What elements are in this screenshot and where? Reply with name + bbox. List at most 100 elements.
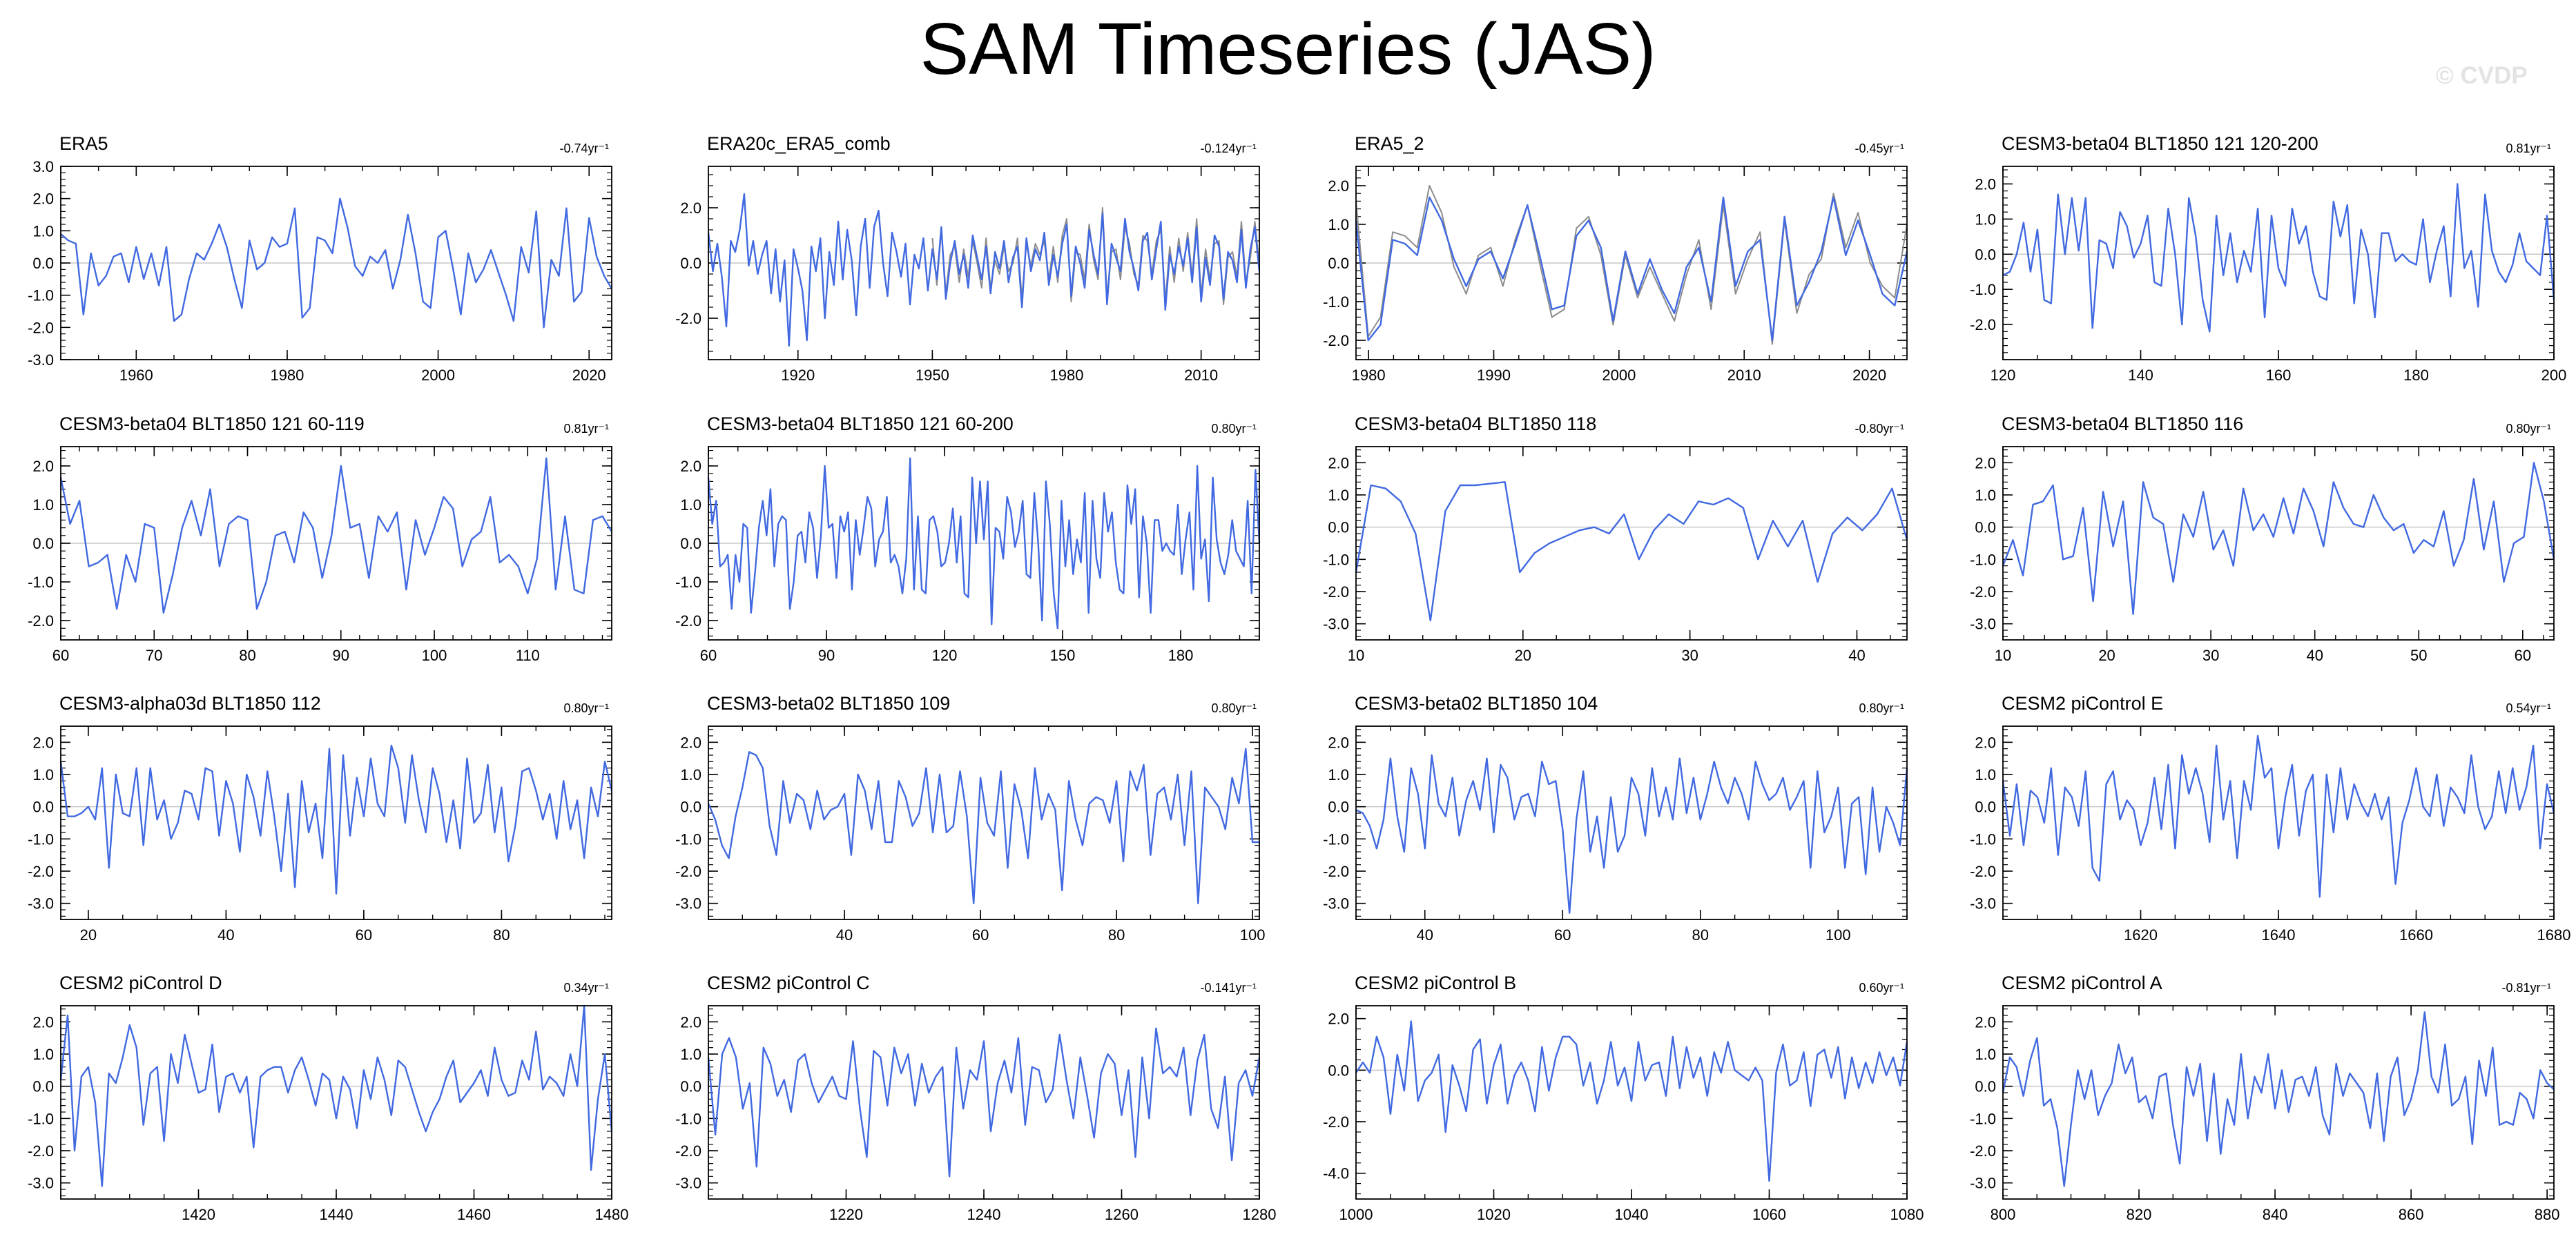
x-tick-label: 820 xyxy=(2127,1206,2152,1223)
y-tick-label: 1.0 xyxy=(680,1046,701,1063)
y-tick-label: 0.0 xyxy=(680,799,701,816)
panel-title: CESM2 piControl B xyxy=(1355,973,1516,993)
x-tick-label: 840 xyxy=(2263,1206,2288,1223)
panel-trend-label: -0.80yr⁻¹ xyxy=(1854,422,1904,436)
y-tick-label: -2.0 xyxy=(28,863,54,880)
x-tick-label: 40 xyxy=(836,926,853,944)
x-tick-label: 880 xyxy=(2535,1206,2560,1223)
timeseries-panel: ERA5 -0.74yr⁻¹ 1960 1980 2000 2020 3.0 2.0 1.0 0.… xyxy=(28,133,613,384)
panel-frame xyxy=(1355,166,1908,360)
model-series-line xyxy=(1355,481,1908,622)
y-tick-label: -1.0 xyxy=(1323,830,1349,848)
panel-trend-label: 0.80yr⁻¹ xyxy=(1211,701,1257,715)
timeseries-panel: CESM3-beta02 BLT1850 104 0.80yr⁻¹ 40 60 80 10… xyxy=(1323,693,1908,944)
y-tick-label: 0.0 xyxy=(32,1078,54,1095)
model-series-line xyxy=(707,457,1261,630)
model-series-line xyxy=(1355,196,1908,342)
panel-frame xyxy=(1355,446,1908,641)
y-tick-label: 3.0 xyxy=(32,158,54,175)
y-tick-label: 1.0 xyxy=(32,496,54,514)
y-tick-label: -3.0 xyxy=(1970,895,1996,913)
x-tick-label: 1980 xyxy=(1352,367,1386,384)
panel-title: ERA5_2 xyxy=(1355,133,1424,154)
panel-trend-label: 0.81yr⁻¹ xyxy=(2506,142,2551,155)
x-tick-label: 120 xyxy=(1991,367,2016,384)
y-tick-label: -1.0 xyxy=(1970,281,1996,298)
panel-trend-label: 0.60yr⁻¹ xyxy=(1859,981,1904,995)
x-tick-label: 60 xyxy=(52,647,69,664)
timeseries-panel: ERA5_2 -0.45yr⁻¹ 1980 1990 2000 2010 2020 2.0 1.… xyxy=(1323,133,1908,384)
cvdp-watermark: © CVDP xyxy=(2436,62,2528,89)
x-tick-label: 1220 xyxy=(829,1206,863,1223)
y-tick-label: -3.0 xyxy=(28,895,54,913)
x-tick-label: 70 xyxy=(146,647,162,664)
panel-title: CESM3-beta04 BLT1850 121 60-119 xyxy=(59,413,365,434)
x-tick-label: 2020 xyxy=(1852,367,1886,384)
model-series-line xyxy=(59,1004,613,1187)
panel-title: CESM3-beta04 BLT1850 121 120-200 xyxy=(2002,133,2318,154)
y-tick-label: -1.0 xyxy=(28,287,54,304)
y-tick-label: 2.0 xyxy=(32,458,54,475)
x-tick-label: 2020 xyxy=(572,367,606,384)
y-tick-label: -1.0 xyxy=(28,830,54,848)
x-tick-label: 40 xyxy=(1417,926,1433,944)
timeseries-panel: CESM2 piControl C -0.141yr⁻¹ 1220 1240 1260 1… xyxy=(675,973,1276,1223)
y-tick-label: -2.0 xyxy=(675,863,701,880)
x-tick-label: 120 xyxy=(932,647,958,664)
panel-frame xyxy=(2002,725,2555,920)
y-tick-label: -3.0 xyxy=(1970,1175,1996,1192)
panel-title: CESM3-beta04 BLT1850 118 xyxy=(1355,413,1596,434)
x-tick-label: 1260 xyxy=(1105,1206,1139,1223)
y-tick-label: 0.0 xyxy=(32,535,54,552)
panel-title: ERA20c_ERA5_comb xyxy=(707,133,891,154)
y-tick-label: -2.0 xyxy=(1970,1142,1996,1160)
panel-frame xyxy=(2002,166,2555,360)
obs-series-line xyxy=(1355,185,1908,345)
y-tick-label: -3.0 xyxy=(28,351,54,369)
x-tick-label: 1980 xyxy=(270,367,304,384)
timeseries-panel: ERA20c_ERA5_comb -0.124yr⁻¹ 1920 1950 1980 20… xyxy=(675,133,1261,384)
panel-trend-label: -0.124yr⁻¹ xyxy=(1200,142,1257,155)
timeseries-panel: CESM3-beta04 BLT1850 121 120-200 0.81yr⁻¹… xyxy=(1970,133,2566,384)
x-tick-label: 50 xyxy=(2410,647,2427,664)
x-tick-label: 20 xyxy=(2098,647,2115,664)
y-tick-label: -1.0 xyxy=(28,1110,54,1127)
timeseries-panel: CESM2 piControl B 0.60yr⁻¹ 1000 1020 1040 106… xyxy=(1323,973,1924,1223)
x-tick-label: 1980 xyxy=(1050,367,1084,384)
model-series-line xyxy=(59,457,613,614)
y-tick-label: -2.0 xyxy=(675,1142,701,1160)
y-tick-label: 0.0 xyxy=(1328,1062,1349,1079)
y-tick-label: -1.0 xyxy=(675,830,701,848)
x-tick-label: 90 xyxy=(333,647,349,664)
x-tick-label: 80 xyxy=(1692,926,1709,944)
y-tick-label: 1.0 xyxy=(1328,216,1349,233)
x-tick-label: 1020 xyxy=(1477,1206,1511,1223)
panel-trend-label: 0.81yr⁻¹ xyxy=(563,422,609,436)
x-tick-label: 1960 xyxy=(119,367,153,384)
y-tick-label: 2.0 xyxy=(680,1013,701,1031)
x-tick-label: 200 xyxy=(2541,367,2567,384)
model-series-line xyxy=(1355,1020,1908,1182)
panel-frame xyxy=(1355,725,1908,920)
x-tick-label: 100 xyxy=(422,647,447,664)
y-tick-label: 0.0 xyxy=(1975,246,1996,263)
panel-frame xyxy=(708,446,1260,641)
x-tick-label: 180 xyxy=(1168,647,1194,664)
panel-frame xyxy=(60,446,612,641)
x-tick-label: 1990 xyxy=(1477,367,1511,384)
y-tick-label: 1.0 xyxy=(680,496,701,514)
x-tick-label: 10 xyxy=(1995,647,2011,664)
timeseries-panel: CESM3-beta04 BLT1850 116 0.80yr⁻¹ 10 20 30 40… xyxy=(1970,413,2555,664)
y-tick-label: -1.0 xyxy=(1970,551,1996,568)
y-tick-label: 0.0 xyxy=(1328,799,1349,816)
timeseries-panel: CESM2 piControl D 0.34yr⁻¹ 1420 1440 1460 148… xyxy=(28,973,628,1223)
y-tick-label: 1.0 xyxy=(1975,766,1996,783)
y-tick-label: -2.0 xyxy=(28,319,54,336)
x-tick-label: 20 xyxy=(80,926,97,944)
model-series-line xyxy=(1355,754,1908,914)
panel-frame xyxy=(2002,1005,2555,1200)
panel-trend-label: -0.141yr⁻¹ xyxy=(1200,981,1257,995)
panel-frame xyxy=(2002,446,2555,641)
y-tick-label: -2.0 xyxy=(675,310,701,327)
y-tick-label: 2.0 xyxy=(1328,734,1349,751)
